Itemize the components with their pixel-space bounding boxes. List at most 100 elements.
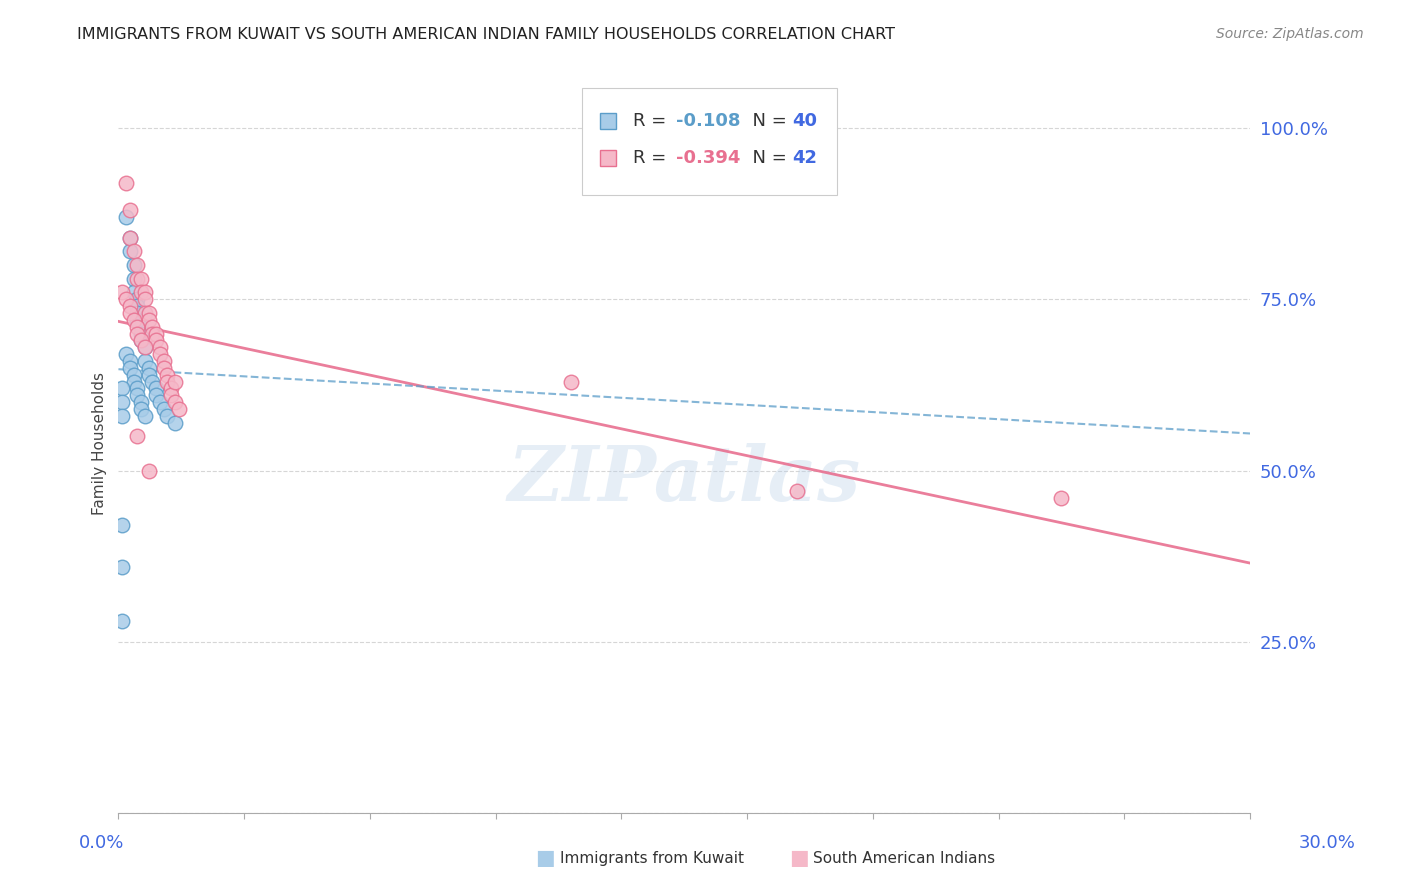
Point	[111, 395, 134, 409]
Text: -0.394: -0.394	[676, 149, 741, 167]
Text: IMMIGRANTS FROM KUWAIT VS SOUTH AMERICAN INDIAN FAMILY HOUSEHOLDS CORRELATION CH: IMMIGRANTS FROM KUWAIT VS SOUTH AMERICAN…	[77, 27, 896, 42]
Text: ■: ■	[536, 848, 555, 868]
Point	[1050, 491, 1073, 505]
Point	[160, 381, 183, 395]
Point	[118, 230, 141, 244]
Point	[115, 176, 138, 190]
Point	[118, 354, 141, 368]
Text: South American Indians: South American Indians	[813, 851, 995, 865]
Point	[118, 306, 141, 320]
Point	[141, 319, 163, 334]
Point	[145, 388, 167, 402]
Point	[118, 244, 141, 259]
Point	[141, 326, 163, 341]
Point	[111, 559, 134, 574]
Text: Source: ZipAtlas.com: Source: ZipAtlas.com	[1216, 27, 1364, 41]
Point	[111, 409, 134, 423]
Point	[156, 409, 179, 423]
Point	[163, 416, 186, 430]
Point	[167, 401, 190, 416]
Point	[129, 285, 152, 300]
Point	[138, 464, 160, 478]
Point	[115, 210, 138, 224]
Point	[160, 388, 183, 402]
Point	[127, 313, 149, 327]
Text: 42: 42	[792, 149, 817, 167]
Point	[127, 292, 149, 306]
Point	[134, 285, 156, 300]
Point	[111, 615, 134, 629]
Point	[141, 375, 163, 389]
Point	[134, 409, 156, 423]
Point	[134, 340, 156, 354]
Point	[122, 375, 145, 389]
Point	[149, 340, 172, 354]
Point	[127, 306, 149, 320]
Point	[149, 395, 172, 409]
Point	[127, 319, 149, 334]
FancyBboxPatch shape	[582, 87, 837, 195]
Point	[152, 360, 174, 375]
Point	[129, 319, 152, 334]
Text: ■: ■	[789, 848, 808, 868]
Point	[111, 518, 134, 533]
Point	[560, 375, 582, 389]
Point	[129, 395, 152, 409]
Point	[129, 326, 152, 341]
Point	[122, 313, 145, 327]
Point	[134, 354, 156, 368]
Point	[786, 484, 808, 499]
Point	[111, 285, 134, 300]
Point	[145, 334, 167, 348]
Point	[127, 271, 149, 285]
Point	[127, 388, 149, 402]
Text: 40: 40	[792, 112, 817, 130]
Point	[118, 360, 141, 375]
Point	[138, 368, 160, 382]
Point	[118, 230, 141, 244]
Point	[129, 401, 152, 416]
Text: -0.108: -0.108	[676, 112, 741, 130]
Point	[145, 326, 167, 341]
Text: 30.0%: 30.0%	[1299, 834, 1355, 852]
Point	[127, 299, 149, 313]
Point	[152, 401, 174, 416]
Point	[122, 368, 145, 382]
Text: ZIPatlas: ZIPatlas	[508, 443, 860, 517]
Point	[129, 334, 152, 348]
Point	[129, 271, 152, 285]
Point	[163, 395, 186, 409]
Point	[129, 334, 152, 348]
Point	[163, 375, 186, 389]
Point	[118, 203, 141, 218]
Text: 0.0%: 0.0%	[79, 834, 124, 852]
Text: N =: N =	[741, 149, 793, 167]
Point	[127, 429, 149, 443]
Text: R =: R =	[633, 149, 672, 167]
Point	[127, 381, 149, 395]
Point	[127, 326, 149, 341]
Point	[149, 347, 172, 361]
Y-axis label: Family Households: Family Households	[93, 372, 107, 515]
Point	[127, 258, 149, 272]
Point	[122, 285, 145, 300]
Point	[134, 306, 156, 320]
Text: R =: R =	[633, 112, 672, 130]
Point	[122, 271, 145, 285]
Point	[122, 244, 145, 259]
Point	[115, 347, 138, 361]
Point	[138, 360, 160, 375]
Point	[156, 368, 179, 382]
Point	[111, 381, 134, 395]
Point	[138, 306, 160, 320]
Point	[138, 313, 160, 327]
Point	[145, 381, 167, 395]
Point	[152, 354, 174, 368]
Text: N =: N =	[741, 112, 793, 130]
Point	[156, 375, 179, 389]
Point	[122, 258, 145, 272]
Point	[115, 292, 138, 306]
Point	[134, 292, 156, 306]
Point	[134, 340, 156, 354]
Text: Immigrants from Kuwait: Immigrants from Kuwait	[560, 851, 744, 865]
